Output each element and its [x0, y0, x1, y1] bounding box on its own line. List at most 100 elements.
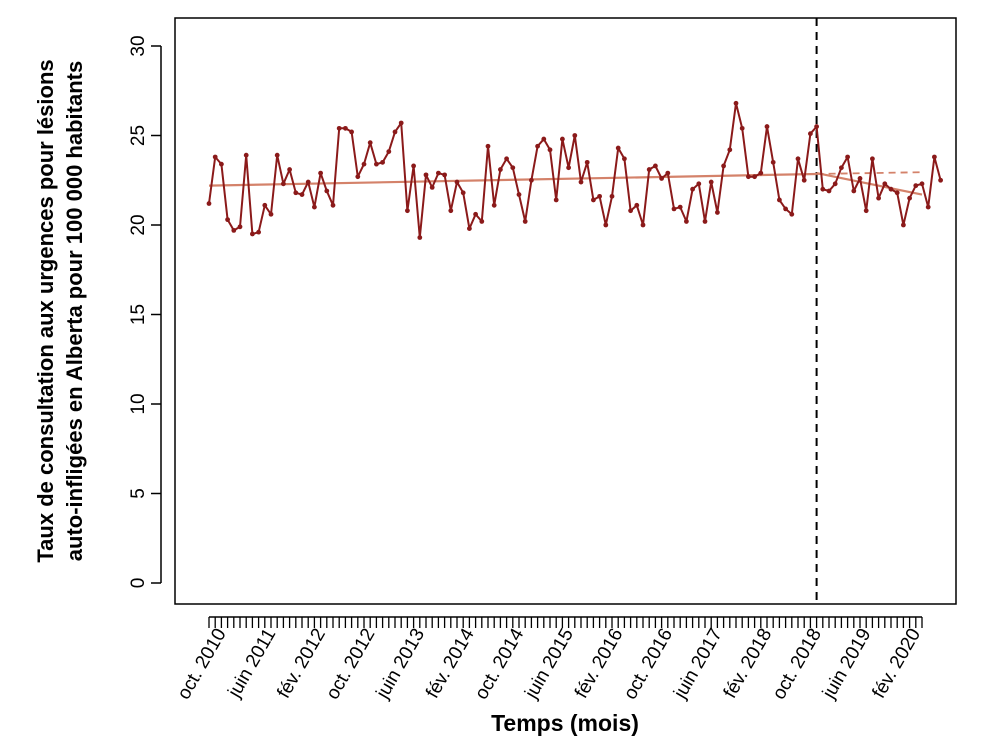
data-point: [380, 159, 385, 165]
data-point: [405, 208, 410, 214]
x-tick-label-13: juin 2019: [818, 625, 875, 703]
data-point: [274, 152, 280, 158]
y-axis: 0 5 10 15 20 25 30: [128, 35, 162, 589]
data-point: [479, 219, 485, 224]
data-point: [268, 211, 274, 217]
data-point: [622, 156, 627, 162]
data-point: [287, 167, 292, 172]
y-tick-label-1: 5: [128, 488, 149, 499]
data-point: [795, 156, 801, 162]
data-point: [262, 202, 268, 208]
data-point: [572, 133, 578, 138]
data-point: [758, 170, 764, 176]
data-point: [932, 154, 937, 160]
data-point: [721, 163, 726, 169]
data-point: [386, 149, 392, 155]
x-tick-label-7: juin 2015: [521, 625, 578, 703]
data-point: [442, 172, 447, 178]
data-point: [913, 183, 919, 189]
data-point: [591, 197, 596, 203]
data-point: [727, 147, 733, 153]
data-point: [870, 156, 875, 162]
data-point: [361, 161, 367, 167]
x-tick-label-2: fév. 2012: [273, 625, 330, 702]
data-point: [293, 190, 299, 196]
data-point: [671, 206, 677, 212]
data-point: [919, 181, 925, 187]
data-point: [764, 124, 770, 129]
data-point: [851, 188, 857, 194]
data-point: [219, 161, 224, 167]
data-point: [578, 179, 584, 185]
data-point: [584, 159, 590, 165]
data-point: [225, 217, 231, 223]
x-tick-label-1: juin 2011: [224, 625, 281, 702]
data-point: [398, 120, 404, 126]
data-point: [628, 208, 633, 214]
data-point: [467, 226, 472, 231]
data-point: [876, 195, 881, 201]
data-point: [367, 140, 373, 146]
data-point: [808, 131, 813, 137]
data-point: [212, 154, 218, 160]
x-tick-label-14: fév. 2020: [869, 625, 926, 702]
data-point: [684, 219, 689, 224]
data-point: [206, 201, 212, 206]
data-point: [448, 208, 454, 214]
data-point: [485, 143, 491, 149]
x-tick-label-10: juin 2017: [669, 625, 726, 703]
data-point: [832, 181, 838, 187]
x-tick-label-11: fév. 2018: [720, 625, 777, 702]
data-point: [659, 176, 664, 181]
data-point: [845, 154, 850, 160]
data-point: [814, 124, 819, 129]
data-point: [392, 129, 398, 135]
data-point: [609, 193, 615, 199]
trend-line-pre: [208, 172, 817, 187]
data-point: [423, 172, 429, 178]
data-point: [553, 197, 559, 203]
data-point: [789, 211, 795, 217]
data-point: [907, 195, 912, 201]
x-tick-label-12: oct. 2018: [769, 625, 826, 703]
x-tick-label-0: oct. 2010: [173, 625, 230, 703]
data-point: [299, 192, 305, 197]
data-point: [324, 188, 330, 194]
data-point: [560, 136, 565, 142]
y-tick-label-0: 0: [128, 578, 149, 589]
y-axis-title-line1: Taux de consultation aux urgences pour l…: [33, 59, 58, 562]
data-point: [454, 179, 460, 185]
data-point: [925, 204, 931, 210]
data-point: [640, 222, 646, 228]
data-point: [777, 197, 782, 203]
observed-series-line: [208, 102, 942, 239]
data-point: [708, 179, 714, 185]
data-point: [535, 143, 540, 149]
y-tick-label-3: 15: [128, 304, 149, 325]
data-point: [820, 186, 826, 192]
data-point: [312, 204, 317, 210]
data-point: [746, 174, 751, 180]
data-point: [305, 179, 311, 185]
data-point: [857, 176, 863, 181]
data-point: [529, 177, 534, 183]
data-point: [882, 181, 888, 187]
data-point: [374, 161, 379, 167]
data-point: [615, 145, 621, 151]
data-point: [411, 163, 416, 169]
data-point: [733, 100, 739, 106]
y-tick-label-5: 25: [128, 125, 149, 146]
data-point: [330, 202, 336, 208]
data-point: [473, 211, 478, 217]
data-point: [541, 136, 547, 142]
data-point: [597, 193, 602, 199]
data-point: [566, 165, 571, 171]
data-point: [436, 170, 441, 176]
data-point: [256, 229, 261, 235]
data-point: [653, 163, 658, 169]
data-point: [231, 227, 237, 233]
data-point: [250, 231, 255, 237]
data-point: [460, 190, 466, 196]
